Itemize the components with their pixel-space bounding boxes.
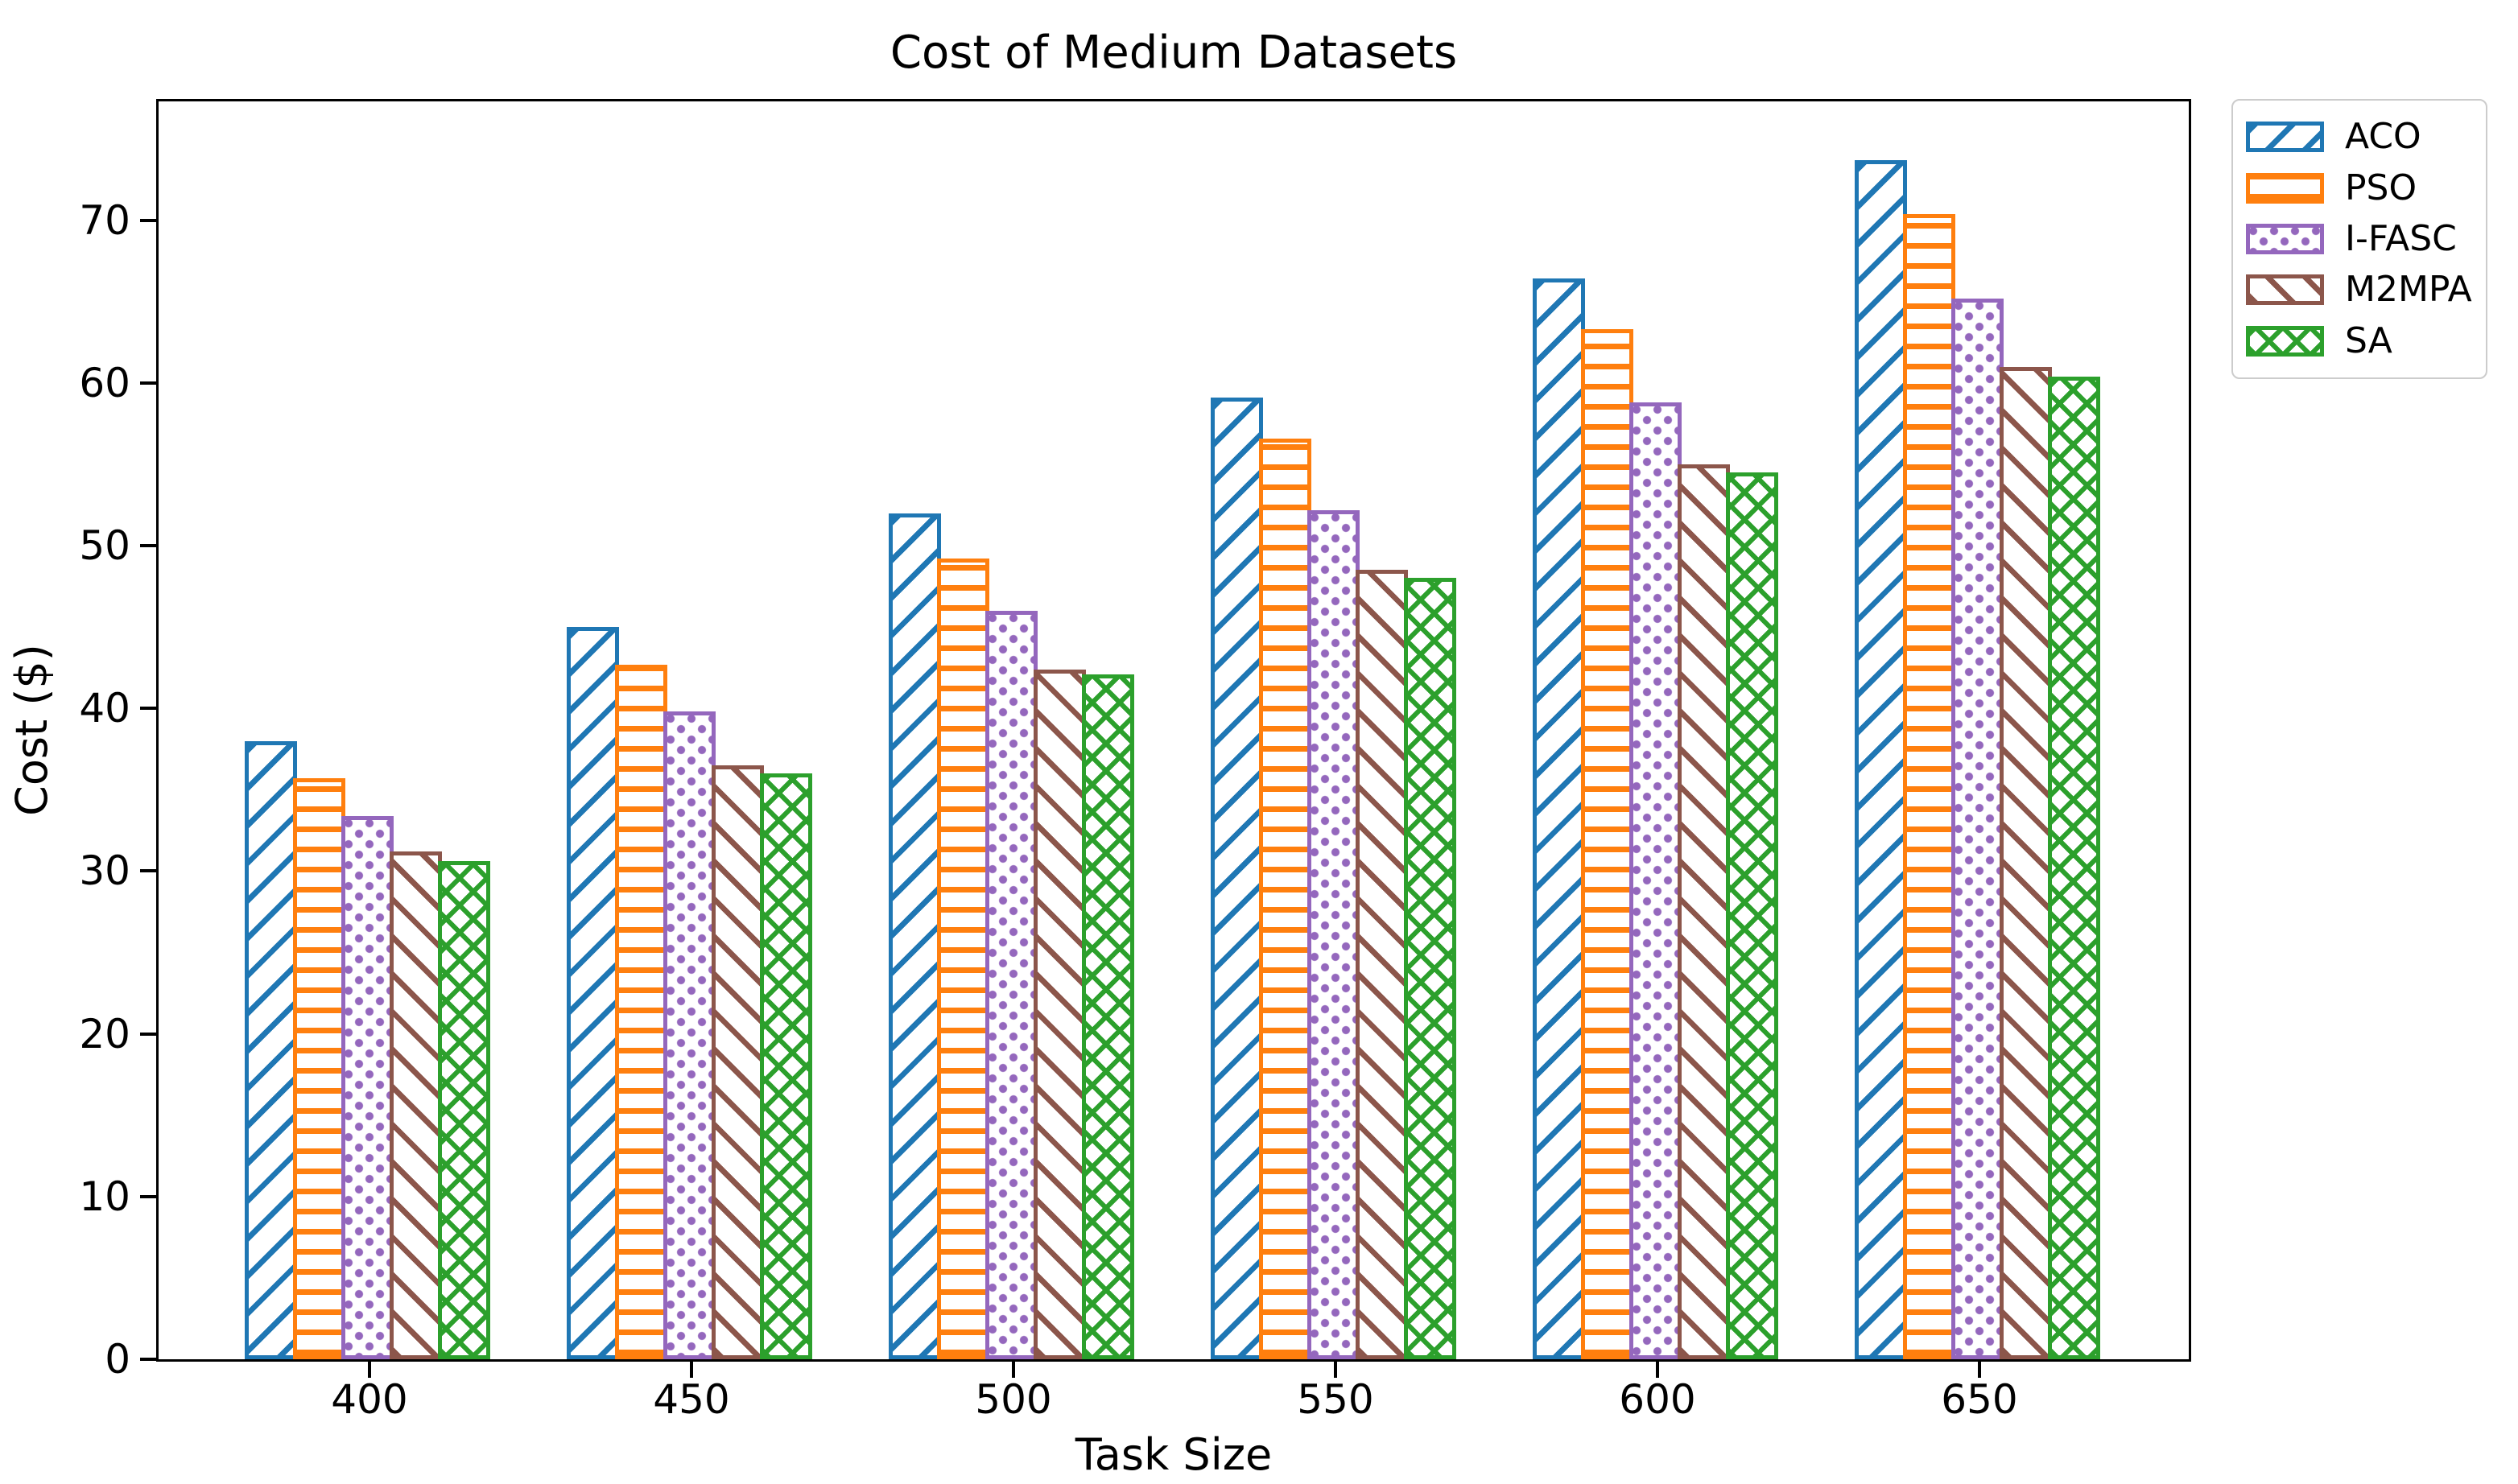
x-tick-label-400: 400 <box>331 1376 408 1423</box>
legend-swatch-PSO <box>2246 172 2324 204</box>
x-tick-mark <box>368 1362 371 1378</box>
bar-M2MPA-500 <box>1034 670 1086 1359</box>
y-tick-label-40: 40 <box>79 685 130 732</box>
bar-I-FASC-650 <box>1951 299 2004 1359</box>
bar-ACO-650 <box>1855 160 1907 1359</box>
bar-PSO-650 <box>1903 214 1955 1359</box>
bar-M2MPA-550 <box>1356 570 1408 1359</box>
bar-SA-650 <box>2048 377 2100 1359</box>
bar-ACO-600 <box>1533 278 1585 1359</box>
bar-ACO-450 <box>567 627 619 1359</box>
bar-M2MPA-450 <box>712 765 764 1359</box>
y-tick-mark <box>140 1032 156 1036</box>
bar-M2MPA-600 <box>1678 464 1730 1359</box>
x-tick-label-600: 600 <box>1619 1376 1696 1423</box>
x-tick-mark <box>690 1362 693 1378</box>
legend-entry-I-FASC: I-FASC <box>2246 217 2473 259</box>
bar-SA-450 <box>760 773 812 1359</box>
y-tick-label-30: 30 <box>79 847 130 895</box>
bar-ACO-550 <box>1211 398 1263 1359</box>
y-tick-mark <box>140 544 156 547</box>
bar-PSO-400 <box>293 778 345 1359</box>
legend-label: SA <box>2345 319 2392 361</box>
y-tick-label-0: 0 <box>105 1336 130 1383</box>
legend-label: I-FASC <box>2345 217 2457 259</box>
y-tick-mark <box>140 1358 156 1361</box>
bar-SA-550 <box>1404 578 1456 1359</box>
y-tick-mark <box>140 381 156 385</box>
legend-swatch-SA <box>2246 325 2324 357</box>
legend-label: M2MPA <box>2345 269 2472 311</box>
x-tick-label-450: 450 <box>653 1376 730 1423</box>
legend: ACO PSO I-FASC M2MPA SA <box>2231 99 2487 379</box>
bar-I-FASC-400 <box>341 816 394 1359</box>
x-tick-label-650: 650 <box>1941 1376 2018 1423</box>
bar-M2MPA-400 <box>390 851 442 1359</box>
legend-entry-M2MPA: M2MPA <box>2246 270 2473 309</box>
legend-entry-ACO: ACO <box>2246 117 2473 156</box>
bar-SA-400 <box>438 861 490 1359</box>
x-tick-mark <box>1978 1362 1981 1378</box>
x-tick-mark <box>1656 1362 1659 1378</box>
bar-I-FASC-600 <box>1629 402 1682 1359</box>
bar-ACO-400 <box>245 741 297 1359</box>
bar-I-FASC-550 <box>1307 510 1360 1359</box>
y-tick-label-20: 20 <box>79 1010 130 1057</box>
y-tick-label-10: 10 <box>79 1173 130 1220</box>
y-tick-mark <box>140 218 156 222</box>
y-tick-mark <box>140 1194 156 1198</box>
legend-label: PSO <box>2345 167 2417 208</box>
y-tick-label-60: 60 <box>79 359 130 406</box>
x-tick-label-550: 550 <box>1297 1376 1374 1423</box>
bar-PSO-550 <box>1259 439 1311 1359</box>
bar-M2MPA-650 <box>2000 367 2052 1359</box>
bar-PSO-500 <box>937 559 989 1359</box>
x-tick-label-500: 500 <box>975 1376 1052 1423</box>
bar-ACO-500 <box>889 513 941 1359</box>
bar-I-FASC-450 <box>663 711 716 1359</box>
bar-I-FASC-500 <box>985 611 1038 1359</box>
y-tick-label-70: 70 <box>79 196 130 244</box>
bar-PSO-450 <box>615 665 667 1359</box>
legend-swatch-ACO <box>2246 122 2324 153</box>
plot-area <box>156 99 2191 1362</box>
y-tick-label-50: 50 <box>79 522 130 569</box>
legend-label: ACO <box>2345 116 2421 158</box>
chart-title: Cost of Medium Datasets <box>890 27 1458 79</box>
bar-SA-500 <box>1082 674 1134 1359</box>
bar-SA-600 <box>1726 472 1778 1359</box>
legend-entry-SA: SA <box>2246 319 2473 361</box>
legend-entry-PSO: PSO <box>2246 167 2473 208</box>
legend-swatch-M2MPA <box>2246 274 2324 306</box>
x-axis-label: Task Size <box>1075 1429 1273 1480</box>
y-axis-label: Cost ($) <box>6 644 57 816</box>
bar-PSO-600 <box>1581 329 1633 1359</box>
x-tick-mark <box>1012 1362 1015 1378</box>
y-tick-mark <box>140 869 156 873</box>
y-tick-mark <box>140 707 156 711</box>
legend-swatch-I-FASC <box>2246 223 2324 254</box>
x-tick-mark <box>1334 1362 1337 1378</box>
